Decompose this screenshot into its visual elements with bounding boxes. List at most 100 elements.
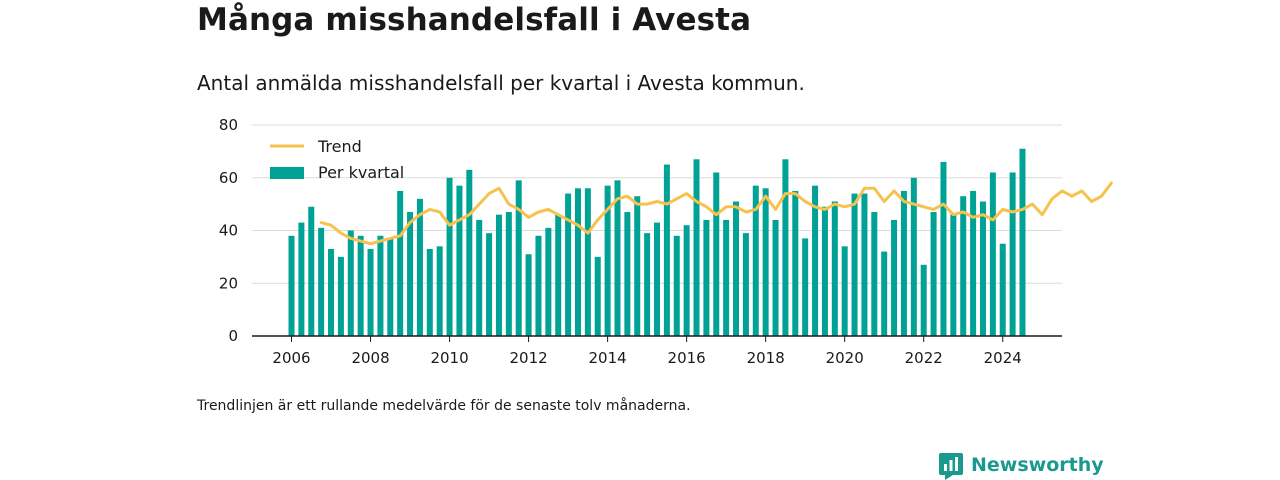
bar xyxy=(999,243,1006,336)
bar xyxy=(367,248,374,336)
bar xyxy=(900,190,907,336)
bar xyxy=(574,188,581,336)
bar xyxy=(920,264,927,336)
bar xyxy=(486,233,493,336)
x-tick-label: 2012 xyxy=(509,349,547,367)
bar xyxy=(713,172,720,336)
trend-line xyxy=(319,181,1113,246)
legend-trend-label: Trend xyxy=(317,137,362,156)
x-tick-label: 2014 xyxy=(589,349,627,367)
bar xyxy=(288,235,295,336)
bar xyxy=(466,169,473,336)
bar xyxy=(337,256,344,336)
legend: Trend Per kvartal xyxy=(270,137,404,182)
bars-layer xyxy=(288,148,1026,336)
bar xyxy=(1019,148,1026,336)
bar xyxy=(347,230,354,336)
bar xyxy=(812,185,819,336)
bar xyxy=(357,235,364,336)
bar xyxy=(654,222,660,336)
bar xyxy=(673,235,680,336)
bar xyxy=(841,246,848,336)
bar xyxy=(545,227,552,336)
bar xyxy=(565,193,572,336)
bar xyxy=(298,222,305,336)
bar xyxy=(693,159,700,336)
newsworthy-logo-icon xyxy=(939,453,963,480)
bar xyxy=(416,198,423,336)
bar xyxy=(930,212,937,336)
bar xyxy=(634,196,641,336)
bar xyxy=(802,238,809,336)
y-tick-label: 0 xyxy=(228,327,238,345)
bar xyxy=(723,219,730,336)
bar xyxy=(772,219,779,336)
bar xyxy=(881,251,888,336)
y-tick-label: 20 xyxy=(219,274,238,292)
y-tick-label: 80 xyxy=(219,116,238,134)
bar xyxy=(742,233,749,336)
bar xyxy=(940,161,947,336)
x-tick-label: 2008 xyxy=(351,349,389,367)
bar xyxy=(970,190,977,336)
bar xyxy=(960,196,967,336)
bar xyxy=(644,233,651,336)
x-tick-label: 2024 xyxy=(984,349,1022,367)
bar xyxy=(663,164,670,336)
legend-bar-swatch xyxy=(270,167,304,179)
bar xyxy=(831,201,838,336)
bar xyxy=(407,212,414,336)
bar xyxy=(851,193,858,336)
bar xyxy=(387,238,394,336)
chart-footnote: Trendlinjen är ett rullande medelvärde f… xyxy=(197,398,691,414)
bar xyxy=(397,190,404,336)
bar xyxy=(495,214,502,336)
bar xyxy=(525,254,532,336)
bar xyxy=(910,177,917,336)
x-tick-label: 2022 xyxy=(905,349,943,367)
bar xyxy=(871,212,878,336)
bar xyxy=(989,172,996,336)
bar xyxy=(604,185,611,336)
bar xyxy=(782,159,789,336)
bar xyxy=(762,188,769,336)
chart-title: Många misshandelsfall i Avesta xyxy=(197,2,752,38)
bar xyxy=(979,201,986,336)
bar xyxy=(456,185,463,336)
bar xyxy=(426,248,433,336)
trend-layer xyxy=(319,181,1113,246)
bar xyxy=(476,219,483,336)
chart: 0 20 40 60 80 2006 2008 2010 2012 2014 2016 2018 202… xyxy=(219,116,1113,367)
bar xyxy=(624,212,631,336)
bar xyxy=(446,177,453,336)
y-tick-label: 40 xyxy=(219,222,238,240)
x-tick-label: 2020 xyxy=(826,349,864,367)
chart-subtitle: Antal anmälda misshandelsfall per kvarta… xyxy=(197,71,805,95)
bar xyxy=(861,193,868,336)
bar xyxy=(950,214,957,336)
bar xyxy=(535,235,542,336)
bar xyxy=(792,190,799,336)
bar xyxy=(555,214,562,336)
bar xyxy=(328,248,335,336)
y-tick-label: 60 xyxy=(219,169,238,187)
bar xyxy=(733,201,740,336)
bar xyxy=(377,235,384,336)
bar xyxy=(752,185,759,336)
bar xyxy=(821,206,828,336)
bar xyxy=(683,225,690,336)
brand: Newsworthy xyxy=(939,450,1104,480)
bar xyxy=(703,219,710,336)
legend-bar-label: Per kvartal xyxy=(318,163,404,182)
x-tick-label: 2018 xyxy=(747,349,785,367)
bar xyxy=(308,206,315,336)
bar xyxy=(1009,172,1016,336)
bar xyxy=(505,212,512,336)
x-tick-label: 2010 xyxy=(430,349,468,367)
brand-name: Newsworthy xyxy=(971,454,1104,476)
x-tick-label: 2006 xyxy=(272,349,310,367)
bar xyxy=(318,227,325,336)
bar xyxy=(891,219,898,336)
x-tick-label: 2016 xyxy=(668,349,706,367)
bar xyxy=(594,256,601,336)
